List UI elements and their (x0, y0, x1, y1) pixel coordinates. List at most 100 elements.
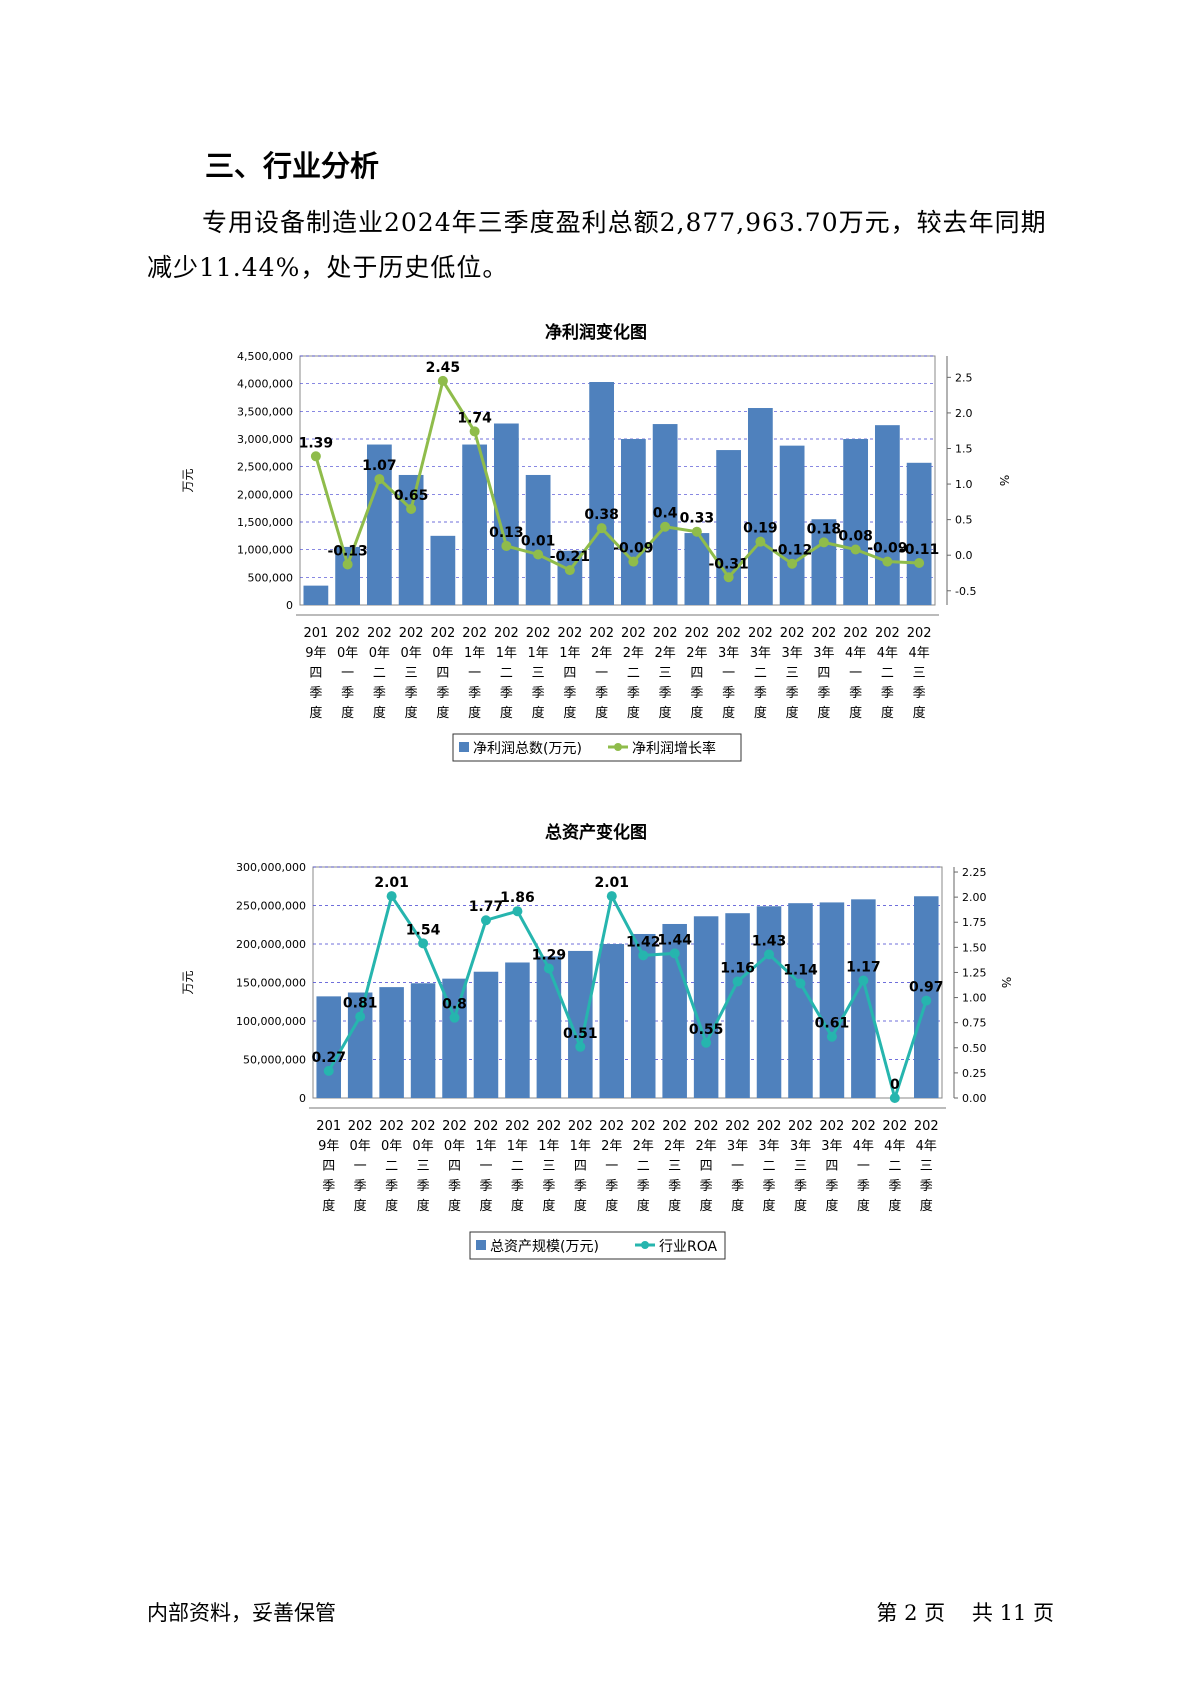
line-point (310, 451, 321, 462)
chart-title: 净利润变化图 (545, 322, 647, 343)
y2-axis-label: % (999, 977, 1013, 988)
x-tick-label: 201 9年四季度 (303, 626, 328, 721)
line-point (701, 1037, 712, 1048)
line-point (564, 565, 575, 576)
x-tick-label: 202 1年二季度 (505, 1119, 530, 1214)
legend-bar-swatch (459, 742, 469, 752)
x-tick-label: 202 0年二季度 (379, 1119, 404, 1214)
data-label: 1.43 (752, 933, 787, 949)
y-axis-label: 万元 (181, 970, 195, 994)
bar (747, 408, 773, 605)
x-tick-label: 202 3年二季度 (757, 1119, 782, 1214)
data-label: 1.39 (299, 435, 334, 451)
bar (788, 903, 813, 1098)
bar (366, 444, 392, 605)
line-point (406, 503, 417, 514)
data-label: 0.4 (653, 506, 678, 522)
legend-line-label: 净利润增长率 (632, 740, 716, 757)
line-point (374, 474, 385, 485)
data-label: 0.97 (909, 980, 944, 996)
total-prefix: 共 (971, 1601, 993, 1625)
bar (589, 382, 615, 605)
data-label: 2.01 (374, 875, 409, 891)
line-point (543, 963, 554, 974)
x-tick-label: 202 0年二季度 (367, 626, 392, 721)
bar (525, 474, 551, 605)
x-tick-label: 202 4年二季度 (875, 626, 900, 721)
x-tick-label: 202 0年四季度 (430, 626, 455, 721)
y2-tick-label: 0.0 (955, 549, 973, 562)
x-tick-label: 202 0年一季度 (348, 1119, 373, 1214)
line-point (638, 950, 649, 961)
total-number: 11 (999, 1601, 1027, 1625)
line-point (596, 523, 607, 534)
x-tick-label: 202 2年一季度 (589, 626, 614, 721)
x-tick-label: 202 1年三季度 (526, 626, 551, 721)
x-tick-label: 202 0年四季度 (442, 1119, 467, 1214)
x-tick-label: 202 1年一季度 (474, 1119, 499, 1214)
line-series (314, 377, 920, 580)
bar (462, 444, 488, 605)
legend-line-marker (614, 743, 622, 751)
data-label: -0.13 (327, 543, 367, 559)
x-tick-label: 202 3年三季度 (780, 626, 805, 721)
line-point (533, 549, 544, 560)
x-tick-label: 202 0年三季度 (411, 1119, 436, 1214)
x-tick-label: 202 2年二季度 (621, 626, 646, 721)
data-label: 0.13 (489, 525, 524, 541)
data-label: 1.42 (626, 934, 661, 950)
page-mid: 页 (924, 1601, 946, 1625)
y2-tick-label: 0.5 (955, 514, 973, 527)
y2-tick-label: 1.75 (962, 916, 987, 929)
line-point (606, 891, 617, 902)
page-number: 2 (904, 1601, 918, 1625)
y-tick-label: 2,000,000 (237, 488, 293, 501)
data-label: 0.55 (689, 1022, 724, 1038)
x-tick-label: 202 4年一季度 (843, 626, 868, 721)
data-label: 0.33 (680, 511, 715, 527)
bar (819, 902, 845, 1098)
bar (843, 439, 869, 605)
line-point (818, 537, 829, 548)
line-point (449, 1012, 460, 1023)
bar (335, 546, 361, 605)
data-label: 0.81 (343, 996, 378, 1012)
y-tick-label: 1,000,000 (237, 544, 293, 557)
bar (725, 913, 750, 1098)
x-tick-label: 202 0年三季度 (399, 626, 424, 721)
bar (652, 424, 678, 605)
bar (347, 992, 373, 1098)
data-label: 1.54 (406, 922, 441, 938)
line-point (723, 572, 734, 583)
line-point (418, 938, 429, 949)
line-point (480, 915, 491, 926)
line-point (921, 995, 932, 1006)
y2-tick-label: 0.75 (962, 1017, 987, 1030)
data-label: 0.18 (807, 521, 842, 537)
y2-tick-label: 1.25 (962, 966, 987, 979)
x-tick-label: 202 4年一季度 (851, 1119, 876, 1214)
total-assets-chart-svg: 总资产变化图 0 50,000,000 100,000,000 150,000,000 2… (181, 822, 1013, 1260)
x-tick-label: 202 2年二季度 (631, 1119, 656, 1214)
line-point (355, 1011, 366, 1022)
data-label: 0.65 (394, 488, 429, 504)
y-tick-label: 100,000,000 (236, 1015, 306, 1028)
line-point (882, 556, 893, 567)
y-tick-label: 4,500,000 (237, 350, 293, 363)
bar (379, 987, 404, 1098)
total-assets-chart: 总资产变化图 0 50,000,000 100,000,000 150,000,000 2… (0, 820, 1191, 1270)
data-label: 1.16 (720, 960, 755, 976)
line-point (660, 521, 671, 532)
y-tick-label: 3,000,000 (237, 433, 293, 446)
x-tick-label: 202 3年四季度 (811, 626, 836, 721)
data-label: 0.19 (743, 521, 778, 537)
y2-tick-label: 1.00 (962, 992, 987, 1005)
y2-tick-label: 2.5 (955, 371, 973, 384)
data-label: 0.38 (584, 507, 619, 523)
data-label: 1.14 (783, 963, 818, 979)
data-label: 0.27 (311, 1050, 346, 1066)
bar (851, 899, 876, 1098)
data-label: 1.77 (469, 899, 504, 915)
x-tick-label: 202 4年三季度 (907, 626, 932, 721)
y2-tick-label: 1.5 (955, 442, 973, 455)
